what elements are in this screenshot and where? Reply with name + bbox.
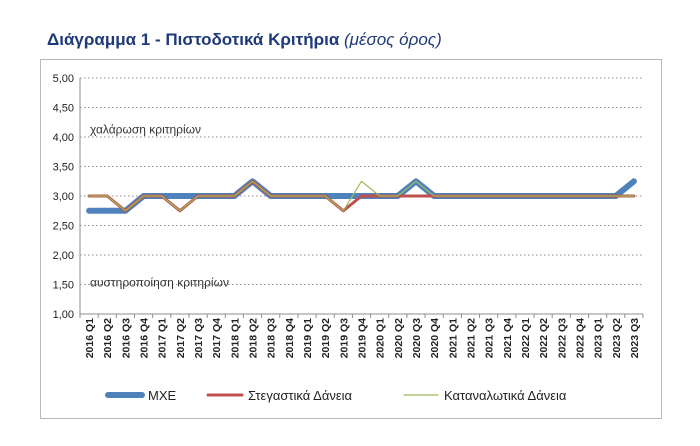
x-tick-label: 2022 Q1 (520, 318, 532, 358)
x-tick-label: 2017 Q4 (211, 318, 223, 358)
x-tick-label: 2016 Q2 (102, 318, 114, 358)
x-tick-label: 2020 Q1 (375, 318, 387, 358)
x-tick-label: 2018 Q2 (248, 318, 260, 358)
x-tick-label: 2023 Q2 (611, 318, 623, 358)
x-tick-label: 2019 Q4 (357, 318, 369, 358)
x-tick-label: 2021 Q4 (502, 318, 514, 358)
x-tick-label: 2016 Q1 (84, 318, 96, 358)
y-tick-label: 5,00 (53, 73, 74, 85)
x-tick-label: 2020 Q2 (393, 318, 405, 358)
x-tick-label: 2023 Q3 (629, 318, 641, 358)
y-tick-label: 2,00 (53, 250, 74, 262)
y-tick-label: 1,50 (53, 280, 74, 292)
x-tick-label: 2022 Q4 (574, 318, 586, 358)
x-tick-label: 2020 Q4 (429, 318, 441, 358)
x-tick-label: 2017 Q3 (193, 318, 205, 358)
y-tick-label: 4,50 (53, 103, 74, 115)
x-tick-label: 2022 Q2 (538, 318, 550, 358)
annotation-label: αυστηροποίηση κριτηρίων (90, 276, 229, 290)
y-tick-label: 2,50 (53, 221, 74, 233)
x-tick-label: 2018 Q4 (284, 318, 296, 358)
x-tick-label: 2019 Q3 (338, 318, 350, 358)
x-tick-label: 2021 Q2 (465, 318, 477, 358)
x-tick-label: 2021 Q1 (447, 318, 459, 358)
chart-frame (40, 59, 662, 419)
y-tick-label: 3,00 (53, 191, 74, 203)
legend-label: ΜΧΕ (148, 388, 177, 403)
x-tick-label: 2021 Q3 (484, 318, 496, 358)
x-tick-label: 2017 Q1 (157, 318, 169, 358)
annotation-label: χαλάρωση κριτηρίων (90, 122, 201, 136)
chart-title: Διάγραμμα 1 - Πιστοδοτικά Κριτήρια (μέσο… (47, 30, 442, 50)
x-tick-label: 2019 Q2 (320, 318, 332, 358)
x-tick-label: 2016 Q4 (139, 318, 151, 358)
x-tick-label: 2017 Q2 (175, 318, 187, 358)
chart-title-text: Διάγραμμα 1 - Πιστοδοτικά Κριτήρια (47, 30, 340, 49)
legend-label: Στεγαστικά Δάνεια (248, 388, 353, 403)
y-tick-label: 4,00 (53, 132, 74, 144)
x-tick-label: 2020 Q3 (411, 318, 423, 358)
y-tick-label: 1,00 (53, 309, 74, 321)
legend-label: Καταναλωτικά Δάνεια (444, 388, 567, 403)
chart-subtitle: (μέσος όρος) (344, 30, 442, 49)
y-tick-label: 3,50 (53, 162, 74, 174)
x-tick-label: 2019 Q1 (302, 318, 314, 358)
x-tick-label: 2016 Q3 (120, 318, 132, 358)
x-tick-label: 2022 Q3 (556, 318, 568, 358)
x-tick-label: 2023 Q1 (593, 318, 605, 358)
x-tick-label: 2018 Q1 (229, 318, 241, 358)
x-tick-label: 2018 Q3 (266, 318, 278, 358)
